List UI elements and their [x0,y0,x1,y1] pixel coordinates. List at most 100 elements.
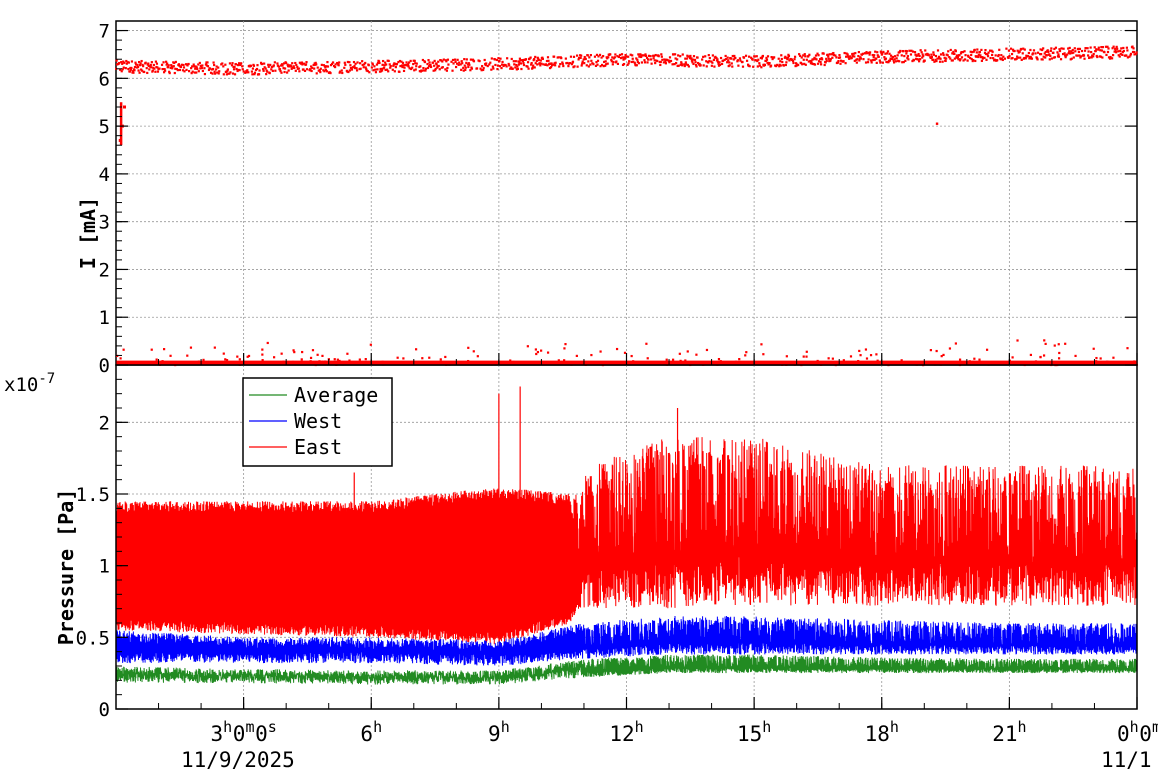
current-point [738,57,742,60]
current-point [120,361,123,364]
current-point [1082,54,1086,57]
current-point [304,63,308,66]
current-point [906,55,909,58]
current-point [545,59,549,63]
current-point [587,65,590,68]
x-axis-date-end: 11/1 [1101,748,1152,772]
current-point [975,55,978,58]
pressure-y-tick-label: 1.5 [76,484,110,506]
current-point [350,66,353,70]
current-point [756,65,759,68]
current-point [423,60,427,64]
current-point [151,69,154,72]
current-y-tick-label: 5 [99,116,110,138]
current-point [463,58,466,61]
current-point [953,52,956,56]
current-point [1064,56,1067,59]
current-point [753,55,756,58]
current-point [207,68,211,72]
current-point [875,353,878,356]
current-point [984,48,987,52]
current-point [401,61,405,64]
current-point [1109,55,1112,59]
current-point [1003,57,1006,60]
current-point [302,62,306,65]
current-point [955,54,958,57]
current-point [787,54,791,58]
current-point [1090,56,1093,59]
current-point [573,65,576,68]
current-point [701,58,704,61]
current-point [918,60,921,63]
current-point [930,53,933,56]
current-point [627,62,630,65]
current-point [526,65,529,68]
current-point [1060,47,1063,50]
current-point [251,67,255,70]
current-point [247,71,250,74]
current-point [1000,57,1003,60]
x-tick-label: 15h [737,718,771,746]
current-point [884,57,888,60]
current-point [1044,342,1047,346]
current-point [854,52,857,55]
current-point [529,56,532,59]
current-point [954,50,957,53]
current-point [957,58,960,61]
current-point [1046,49,1049,52]
current-point [273,356,276,359]
current-point [144,61,147,64]
current-point [499,57,502,60]
current-point [831,56,834,59]
current-point [614,53,617,56]
current-point [1072,56,1075,59]
current-point [282,62,286,65]
pressure-scale-factor: x10-7 [4,371,55,396]
current-point [295,63,298,67]
current-point [137,69,140,72]
current-point [738,358,741,361]
current-point [341,71,344,75]
current-point [908,49,911,52]
current-point [563,362,566,365]
current-point [182,66,186,69]
current-point [707,61,710,64]
current-point [476,355,479,358]
current-point [989,361,992,364]
current-point [1068,46,1071,50]
current-point [514,66,517,69]
current-point [895,57,898,60]
current-point [813,63,817,66]
current-point [629,53,632,56]
current-point [907,58,910,61]
current-point [723,58,726,61]
current-point [755,55,758,58]
current-point [932,51,935,54]
current-point [1064,342,1067,345]
current-point [334,65,337,69]
current-point [568,62,572,65]
current-point [874,50,877,53]
current-point [922,55,925,58]
current-point [290,65,293,68]
current-point [485,62,488,65]
current-point [1115,51,1118,54]
current-point [429,65,433,69]
current-point [1028,57,1031,60]
current-point [217,66,220,69]
current-grid [116,21,1137,365]
current-point [472,60,476,63]
pressure-y-tick-label: 0.5 [76,627,110,649]
current-point [250,70,253,73]
current-point [1111,47,1114,50]
pressure-scale-exponent: -7 [38,371,55,387]
current-point [504,64,507,67]
current-point [581,60,584,63]
current-point [220,360,223,364]
current-point [1027,51,1030,55]
current-point [669,59,673,63]
current-point [832,53,835,57]
current-point [678,352,681,355]
current-point [859,354,862,357]
current-point [201,64,204,67]
